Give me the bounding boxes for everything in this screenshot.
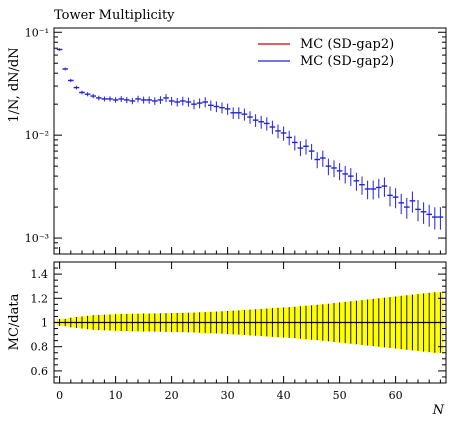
tick-labels: 0 10 20 30 40 50 60 10⁻³ 10⁻² 10⁻¹ 0.6 0.8 1 1.2 1.4 [25, 26, 403, 402]
main-y-axis-label: 1/N, dN/dN [7, 47, 22, 122]
axis-ticks [54, 31, 446, 383]
ratio-y-tick-label: 1.4 [31, 268, 49, 281]
x-tick-label: 60 [389, 389, 403, 402]
ratio-y-tick-label: 1 [41, 317, 48, 330]
main-data-points [56, 48, 444, 230]
legend-label-series-1: MC (SD-gap2) [300, 37, 394, 52]
ratio-y-tick-label: 0.6 [31, 365, 49, 378]
legend-label-series-2: MC (SD-gap2) [300, 54, 394, 69]
x-axis-label: N [432, 403, 445, 418]
x-tick-label: 20 [165, 389, 179, 402]
x-tick-label: 30 [221, 389, 235, 402]
ratio-y-tick-label: 0.8 [31, 341, 49, 354]
chart-title: Tower Multiplicity [54, 8, 175, 23]
x-tick-label: 50 [333, 389, 347, 402]
x-tick-label: 0 [56, 389, 63, 402]
legend: MC (SD-gap2) MC (SD-gap2) [258, 37, 394, 69]
main-y-tick-label: 10⁻³ [25, 232, 49, 245]
x-tick-label: 40 [277, 389, 291, 402]
ratio-y-tick-label: 1.2 [31, 292, 49, 305]
x-tick-label: 10 [109, 389, 123, 402]
ratio-y-axis-label: MC/data [7, 293, 22, 350]
main-y-tick-label: 10⁻² [25, 129, 49, 142]
main-y-tick-label: 10⁻¹ [25, 26, 49, 39]
